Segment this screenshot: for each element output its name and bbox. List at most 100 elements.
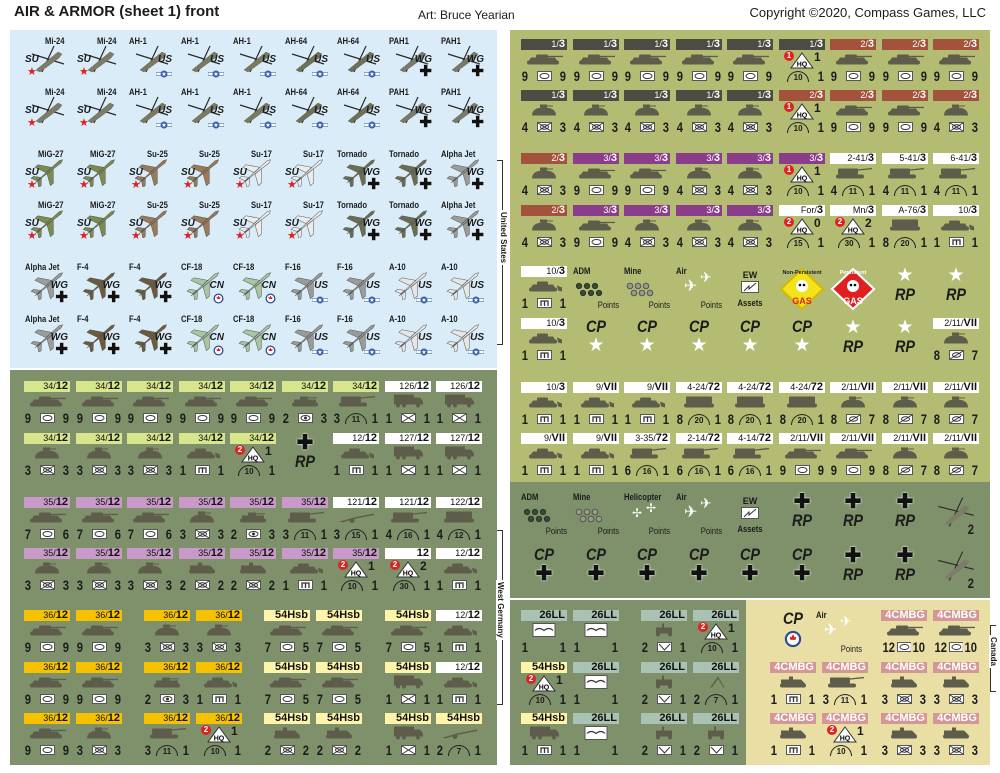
counter-part <box>292 402 318 407</box>
unit-parent: 2/ <box>551 205 559 215</box>
defense-factor: 3 <box>165 462 173 478</box>
hq-counter: 36/12 2 HQ 1 10 1 <box>196 713 242 757</box>
counter-part <box>138 450 162 459</box>
unit-counter: 34/12 9 9 <box>179 381 225 425</box>
unit-parent: 34/ <box>146 381 159 391</box>
iron-cross-icon: ✚ <box>419 114 432 131</box>
attack-factor: 1 <box>573 639 581 655</box>
unit-formation: 3 <box>661 39 668 50</box>
nationality: SU <box>25 167 39 178</box>
mbt-vehicle-icon <box>133 396 169 407</box>
counter-part <box>908 55 924 58</box>
unit-parent: 35/ <box>146 548 159 558</box>
attack-factor: 2 <box>693 691 701 707</box>
unit-counter: 2-41/3 4 11 1 <box>830 153 876 197</box>
aircraft-name: Tornado <box>389 149 420 159</box>
counter-part <box>949 350 963 360</box>
arm-symbol-icon <box>845 122 861 132</box>
mech-symbol-icon <box>639 122 655 132</box>
attack-factor: 8 <box>830 411 838 427</box>
aircraft-counter: MiG-27 SU ★ <box>24 200 70 244</box>
unit-formation: 26LL <box>591 610 617 621</box>
unit-banner: 54Hsb <box>385 610 431 621</box>
unit-parent: 35/ <box>301 548 314 558</box>
counter-part: 4 16 1 <box>385 526 431 541</box>
unit-counter: 10/3 1 1 <box>521 266 567 310</box>
attack-factor: 4 <box>521 234 529 250</box>
unit-banner: 2/11/VII <box>830 433 876 444</box>
attack-factor: 1 <box>385 742 393 758</box>
defense-factor: 9 <box>868 462 876 478</box>
defense-factor: 1 <box>920 182 928 198</box>
artillery-range: 20 <box>791 414 813 425</box>
counter-part <box>547 168 553 170</box>
star-icon: ★ <box>638 335 656 356</box>
counter-part <box>908 106 924 109</box>
counter-part <box>393 628 421 632</box>
defense-factor: 1 <box>731 742 739 758</box>
counter-part <box>794 448 806 453</box>
counter-part <box>150 168 158 187</box>
mech-symbol-icon <box>948 745 964 755</box>
counter-part <box>318 567 323 574</box>
counter-part <box>599 221 615 224</box>
aircraft-name: Su-17 <box>303 149 325 159</box>
counter-part <box>472 629 477 636</box>
ifv-vehicle-icon <box>944 447 968 459</box>
adm-marker: ADM Points <box>521 492 567 536</box>
star-icon: ★ <box>844 317 862 338</box>
counter-part <box>138 329 157 338</box>
unit-banner: 122/12 <box>436 497 482 508</box>
unit-parent: 36/ <box>163 610 176 620</box>
unit-parent: 1/ <box>603 39 611 49</box>
mbt-vehicle-icon <box>887 625 923 636</box>
unit-formation: 4CMBG <box>885 662 925 673</box>
counter-part <box>205 512 211 514</box>
unit-counter: 4-24/72 8 20 1 <box>727 382 773 426</box>
nationality: SU <box>129 167 143 178</box>
unit-banner: 26LL <box>641 713 687 724</box>
counter-part <box>150 219 158 238</box>
counter-part <box>398 329 417 338</box>
unit-banner: 36/12 <box>76 662 122 673</box>
star-icon: ★ <box>896 317 914 338</box>
counter-part <box>532 675 556 692</box>
nationality: US <box>210 105 224 116</box>
unit-parent: 35/ <box>95 548 108 558</box>
spg-vehicle-icon <box>391 511 428 523</box>
lt-vehicle-icon <box>292 396 318 407</box>
us-roundel-icon: ★ <box>312 296 328 304</box>
inf-symbol-icon <box>451 465 467 475</box>
counter-part <box>856 106 872 109</box>
unit-formation: 26LL <box>711 662 737 673</box>
unit-formation: VII <box>809 433 823 444</box>
counter-part <box>640 397 651 402</box>
aircraft-icon <box>238 159 271 187</box>
attack-factor: 1 <box>436 691 444 707</box>
counter-part <box>349 518 355 523</box>
hq-triangle-icon: HQ <box>396 561 420 578</box>
counter-part <box>896 625 908 630</box>
aircraft-icon <box>394 272 427 300</box>
unit-banner: 34/12 <box>127 381 173 392</box>
unit-banner: 54Hsb <box>264 610 310 621</box>
counter-part <box>951 747 961 753</box>
unit-formation: VII <box>860 382 874 393</box>
counter-part <box>830 677 850 684</box>
unit-parent: 3/ <box>654 153 662 163</box>
counter-part <box>780 683 806 688</box>
helicopter-icon <box>447 96 481 124</box>
unit-parent: 36/ <box>215 610 228 620</box>
counter-part <box>39 642 55 652</box>
unit-formation: 3 <box>919 39 926 50</box>
counter-part <box>845 105 857 110</box>
rec2-symbol-icon <box>297 413 313 423</box>
eng-symbol-icon <box>785 694 801 704</box>
counter-part <box>344 561 368 578</box>
unit-banner: 36/12 <box>24 713 70 724</box>
hq-counter: For/3 2 HQ 0 15 1 <box>779 205 825 249</box>
unit-counter: 12/12 1 1 <box>436 662 482 706</box>
counter-part <box>155 627 179 636</box>
